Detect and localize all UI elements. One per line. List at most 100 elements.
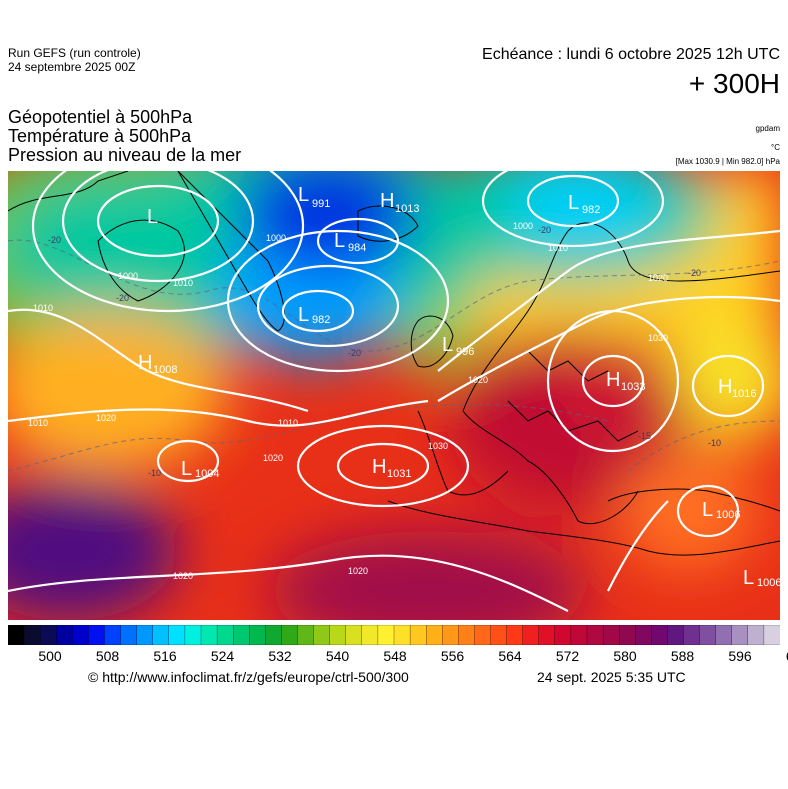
color-scale-cell [72, 625, 89, 645]
color-scale-tick: 508 [95, 648, 120, 664]
isotherms [8, 239, 780, 472]
forecast-valid-time: Echéance : lundi 6 octobre 2025 12h UTC [482, 46, 780, 63]
svg-text:1020: 1020 [173, 571, 193, 581]
svg-text:1020: 1020 [96, 413, 116, 423]
center-low-1: L 991 [298, 184, 330, 210]
color-scale-cell [104, 625, 122, 645]
svg-text:-20: -20 [538, 225, 551, 235]
color-scale-tick: 516 [153, 648, 177, 664]
color-scale-cell [715, 625, 733, 645]
svg-text:1013: 1013 [395, 203, 419, 215]
color-scale-cell [8, 625, 25, 645]
svg-text:1004: 1004 [195, 468, 219, 480]
unit-geopotential: gpdam [755, 124, 780, 133]
center-high-2: H 1033 [606, 369, 645, 393]
svg-text:1020: 1020 [348, 566, 368, 576]
run-info: Run GEFS (run controle) 24 septembre 202… [8, 46, 141, 74]
svg-text:1000: 1000 [266, 233, 286, 243]
svg-text:-20: -20 [48, 235, 61, 245]
unit-temperature: °C [771, 143, 780, 152]
center-low-2: L 984 [334, 230, 366, 254]
unit-slp-range: [Max 1030.9 | Min 982.0] hPa [675, 157, 780, 166]
svg-text:L: L [702, 499, 713, 521]
center-high-4: H 1031 [372, 456, 411, 480]
source-url: © http://www.infoclimat.fr/z/gefs/europe… [88, 669, 409, 685]
color-scale-cell [586, 625, 604, 645]
svg-text:1020: 1020 [468, 375, 488, 385]
color-scale-cell [281, 625, 298, 645]
color-scale-cell [699, 625, 717, 645]
center-low-6: L 1004 [181, 458, 219, 480]
color-scale [8, 625, 780, 645]
color-scale-tick: 556 [440, 648, 465, 664]
svg-text:H: H [606, 369, 620, 391]
svg-text:1010: 1010 [548, 243, 568, 253]
color-scale-cell [297, 625, 315, 645]
svg-text:1010: 1010 [173, 278, 193, 288]
color-scale-tick: 604 [786, 648, 788, 664]
color-scale-cell [136, 625, 154, 645]
color-scale-cell [490, 625, 508, 645]
color-scale-cell [522, 625, 540, 645]
center-low-3: L 982 [298, 304, 330, 326]
color-scale-cell [683, 625, 701, 645]
color-scale-cell [168, 625, 186, 645]
center-high-1: H 1013 [380, 190, 419, 215]
center-low-7: L 1006 [743, 567, 780, 589]
center-high-5: H 1008 [138, 352, 177, 376]
color-scale-cell [635, 625, 652, 645]
color-scale-tick: 588 [670, 648, 695, 664]
svg-text:1006: 1006 [757, 577, 780, 589]
param-slp: Pression au niveau de la mer [8, 145, 242, 165]
svg-text:-15: -15 [638, 431, 651, 441]
svg-text:991: 991 [312, 198, 330, 210]
svg-text:1010: 1010 [278, 418, 298, 428]
color-scale-cell [265, 625, 282, 645]
svg-text:-20: -20 [116, 293, 129, 303]
svg-text:L: L [568, 192, 579, 214]
coastlines [8, 171, 780, 556]
isotherm-labels: -20 -20 -20 -20 -20 -15 -10 -10 [48, 225, 721, 478]
svg-text:1006: 1006 [716, 509, 740, 521]
svg-text:-10: -10 [708, 438, 721, 448]
color-scale-cell [184, 625, 202, 645]
color-scale-cell [747, 625, 765, 645]
center-high-3: H 1016 [718, 376, 756, 400]
color-scale-cell [474, 625, 491, 645]
svg-text:1020: 1020 [263, 453, 283, 463]
forecast-hour: + 300H [688, 68, 780, 99]
generated-date: 24 sept. 2025 5:35 UTC [537, 669, 686, 685]
color-scale-cell [377, 625, 395, 645]
color-scale-tick: 524 [210, 648, 235, 664]
color-scale-cell [409, 625, 427, 645]
color-scale-cell [56, 625, 73, 645]
svg-text:L: L [743, 567, 754, 589]
color-scale-cell [249, 625, 266, 645]
svg-text:1010: 1010 [28, 418, 48, 428]
svg-text:H: H [138, 352, 152, 374]
pressure-centers: L 991 H 1013 L 984 L 982 L 982 L 996 H 1033 H 10… [138, 184, 780, 589]
color-scale-cell [651, 625, 668, 645]
svg-text:-10: -10 [148, 468, 161, 478]
color-scale-tick: 548 [383, 648, 407, 664]
svg-text:1010: 1010 [33, 303, 53, 313]
color-scale-cell [200, 625, 218, 645]
color-scale-cell [602, 625, 620, 645]
isobars [8, 171, 780, 612]
svg-text:1008: 1008 [153, 364, 177, 376]
svg-text:L: L [442, 334, 453, 356]
svg-text:-20: -20 [348, 348, 361, 358]
isobar-labels: 1000 1010 1020 1000 1010 1020 1030 1010 … [28, 221, 668, 581]
color-scale-ticks: 500 508 516 524 532 540 548 556 564 572 580 588 596 6… [8, 648, 788, 666]
svg-text:-20: -20 [688, 268, 701, 278]
svg-text:L: L [147, 206, 158, 228]
svg-text:1000: 1000 [513, 221, 533, 231]
center-low-5: L 996 [442, 334, 474, 358]
param-temperature: Température à 500hPa [8, 126, 192, 146]
color-scale-tick: 596 [728, 648, 752, 664]
center-low-9: L [147, 206, 158, 228]
color-scale-tick: 532 [268, 648, 292, 664]
color-scale-cell [216, 625, 234, 645]
color-scale-cell [426, 625, 443, 645]
svg-text:996: 996 [456, 346, 474, 358]
